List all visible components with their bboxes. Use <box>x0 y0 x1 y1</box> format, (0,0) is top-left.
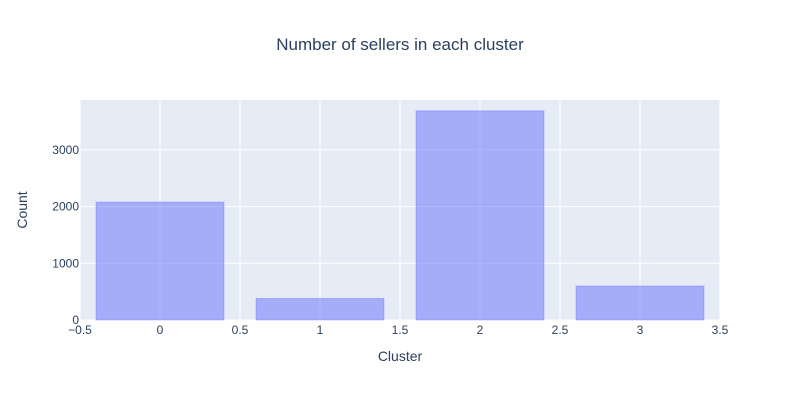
x-tick-label: 1.5 <box>392 323 409 337</box>
bars <box>95 110 705 321</box>
bar-cluster-0 <box>95 201 225 321</box>
y-axis-ticks: 0 1000 2000 3000 <box>52 143 79 327</box>
x-tick-label: 3 <box>637 323 644 337</box>
y-tick-label: 1000 <box>52 256 79 270</box>
x-axis-ticks: −0.5 0 0.5 1 1.5 2 2.5 3 3.5 <box>68 323 729 337</box>
x-tick-label: 2 <box>477 323 484 337</box>
x-tick-label: 3.5 <box>712 323 729 337</box>
bar-cluster-2 <box>415 110 545 321</box>
bar-cluster-3 <box>575 285 705 321</box>
x-tick-label: −0.5 <box>68 323 92 337</box>
y-tick-label: 3000 <box>52 143 79 157</box>
bar-cluster-1 <box>255 297 385 321</box>
x-tick-label: 2.5 <box>552 323 569 337</box>
x-tick-label: 1 <box>317 323 324 337</box>
y-tick-label: 2000 <box>52 200 79 214</box>
y-tick-label: 0 <box>72 313 79 327</box>
x-tick-label: 0.5 <box>232 323 249 337</box>
x-tick-label: 0 <box>157 323 164 337</box>
x-axis-title: Cluster <box>378 348 423 364</box>
y-axis-title: Count <box>14 191 30 228</box>
chart-title: Number of sellers in each cluster <box>276 35 524 54</box>
